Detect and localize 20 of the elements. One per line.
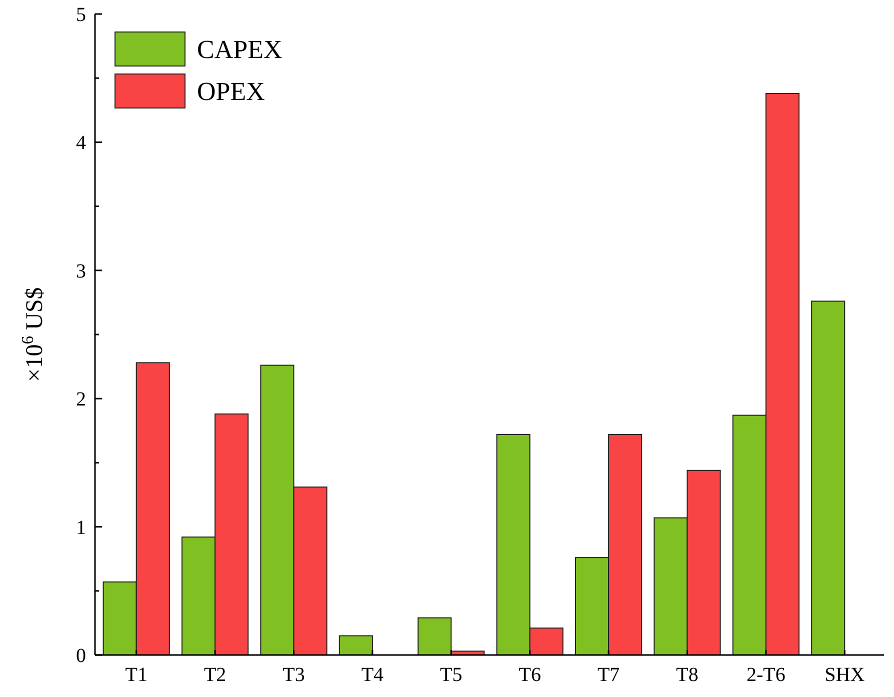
bar (811, 300, 846, 656)
x-tick-label: T6 (518, 664, 541, 686)
x-tick-label: T3 (282, 664, 305, 686)
x-tick-label: T1 (125, 664, 148, 686)
legend-label: CAPEX (197, 35, 282, 64)
y-tick-label: 3 (76, 260, 86, 282)
x-tick-label: T2 (204, 664, 226, 686)
x-tick-label: T8 (676, 664, 698, 686)
y-tick-label: 0 (76, 645, 86, 667)
y-tick-label: 1 (76, 516, 86, 539)
x-tick-label: T5 (440, 664, 462, 686)
x-tick-label: 2-T6 (746, 664, 786, 686)
y-tick-label: 5 (76, 4, 86, 26)
y-tick-label: 2 (76, 388, 86, 411)
y-tick-label: 4 (76, 132, 86, 154)
x-tick-label: T4 (361, 664, 384, 686)
legend-label: OPEX (197, 77, 266, 106)
bar (338, 635, 373, 656)
x-tick-label: T7 (597, 664, 620, 686)
x-tick-label: SHX (824, 664, 866, 686)
